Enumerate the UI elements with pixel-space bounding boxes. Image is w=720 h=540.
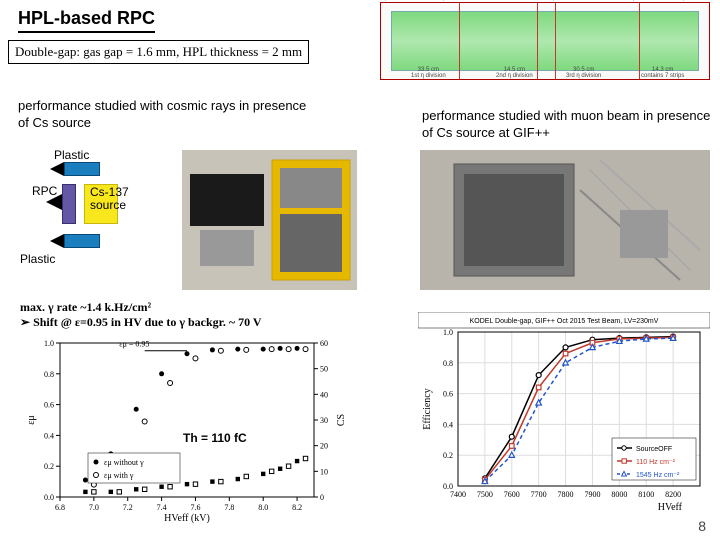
svg-text:60: 60: [320, 339, 328, 348]
shift-text: ➢ Shift @ ε=0.95 in HV due to γ backgr. …: [20, 315, 262, 330]
plastic-top-label: Plastic: [54, 148, 89, 162]
pmt-arrow-top: [50, 162, 64, 176]
pmt-arrow-bottom: [50, 234, 64, 248]
svg-text:1545 Hz cm⁻²: 1545 Hz cm⁻²: [636, 472, 680, 479]
svg-text:CS: CS: [336, 414, 347, 426]
svg-text:HVeff: HVeff: [658, 502, 683, 512]
page-number: 8: [698, 518, 706, 534]
svg-text:6.8: 6.8: [55, 503, 65, 512]
detector-geometry-diagram: η=1.6η=1.710.5 mmη=1.8η=2.0η=2.133.5 cm …: [380, 2, 710, 80]
svg-text:7400: 7400: [450, 490, 466, 499]
svg-text:8200: 8200: [665, 490, 681, 499]
svg-text:110 Hz cm⁻²: 110 Hz cm⁻²: [636, 459, 676, 466]
svg-text:εμ: εμ: [26, 415, 37, 425]
svg-text:40: 40: [320, 390, 328, 399]
svg-text:0.4: 0.4: [443, 420, 453, 429]
svg-text:εμ with γ: εμ with γ: [104, 471, 134, 480]
svg-text:0.4: 0.4: [44, 431, 54, 440]
svg-text:0.2: 0.2: [443, 451, 453, 460]
svg-text:εμ = 0.95: εμ = 0.95: [119, 340, 149, 349]
svg-text:SourceOFF: SourceOFF: [636, 446, 672, 453]
svg-text:7500: 7500: [477, 490, 493, 499]
diagram-separator: [537, 3, 538, 79]
svg-text:20: 20: [320, 442, 328, 451]
diagram-fill: [391, 11, 699, 71]
svg-text:0.2: 0.2: [44, 462, 54, 471]
svg-text:0.0: 0.0: [44, 493, 54, 502]
svg-text:50: 50: [320, 365, 328, 374]
svg-text:7700: 7700: [531, 490, 547, 499]
scintillator-top: [64, 162, 100, 176]
spec-box: Double-gap: gas gap = 1.6 mm, HPL thickn…: [8, 40, 309, 64]
svg-text:7900: 7900: [584, 490, 600, 499]
svg-text:0.8: 0.8: [44, 370, 54, 379]
svg-text:7.2: 7.2: [123, 503, 133, 512]
max-rate-text: max. γ rate ~1.4 k.Hz/cm²: [20, 300, 151, 315]
diagram-separator: [555, 3, 556, 79]
svg-text:Efficiency: Efficiency: [422, 388, 433, 429]
rpc-block: [62, 184, 76, 224]
rpc-arrow: [46, 194, 62, 210]
svg-text:8.0: 8.0: [258, 503, 268, 512]
svg-text:7600: 7600: [504, 490, 520, 499]
svg-text:7800: 7800: [558, 490, 574, 499]
lab-setup-photo: [182, 150, 357, 290]
diagram-separator: [639, 3, 640, 79]
gifpp-photo: [420, 150, 710, 290]
svg-text:30: 30: [320, 416, 328, 425]
plastic-bottom-label: Plastic: [20, 252, 55, 266]
svg-text:0.6: 0.6: [44, 401, 54, 410]
svg-text:7.0: 7.0: [89, 503, 99, 512]
svg-text:8000: 8000: [611, 490, 627, 499]
svg-text:8100: 8100: [638, 490, 654, 499]
right-performance-text: performance studied with muon beam in pr…: [422, 108, 712, 142]
threshold-label: Th = 110 fC: [180, 430, 250, 446]
cs-label: Cs-137 source: [90, 186, 129, 212]
svg-text:HVeff (kV): HVeff (kV): [164, 513, 210, 524]
efficiency-hv-chart-right: KODEL Double-gap, GIF++ Oct 2015 Test Be…: [418, 312, 710, 512]
svg-text:7.4: 7.4: [157, 503, 167, 512]
svg-text:1.0: 1.0: [443, 328, 453, 337]
svg-text:10: 10: [320, 467, 328, 476]
cosmic-setup-schematic: Plastic RPC Cs-137 source Plastic: [18, 150, 178, 270]
svg-text:8.2: 8.2: [292, 503, 302, 512]
shift-value: Shift @ ε=0.95 in HV due to γ backgr. ~ …: [33, 315, 261, 329]
diagram-separator: [459, 3, 460, 79]
svg-text:0.6: 0.6: [443, 390, 453, 399]
scintillator-bottom: [64, 234, 100, 248]
left-performance-text: performance studied with cosmic rays in …: [18, 98, 318, 132]
svg-text:7.6: 7.6: [190, 503, 200, 512]
svg-text:7.8: 7.8: [224, 503, 234, 512]
svg-text:KODEL Double-gap, GIF++ Oct 20: KODEL Double-gap, GIF++ Oct 2015 Test Be…: [470, 318, 659, 325]
page-title: HPL-based RPC: [18, 8, 155, 33]
svg-text:εμ without γ: εμ without γ: [104, 458, 144, 467]
svg-text:0.8: 0.8: [443, 359, 453, 368]
svg-text:1.0: 1.0: [44, 339, 54, 348]
svg-text:0.0: 0.0: [443, 482, 453, 491]
svg-text:0: 0: [320, 493, 324, 502]
